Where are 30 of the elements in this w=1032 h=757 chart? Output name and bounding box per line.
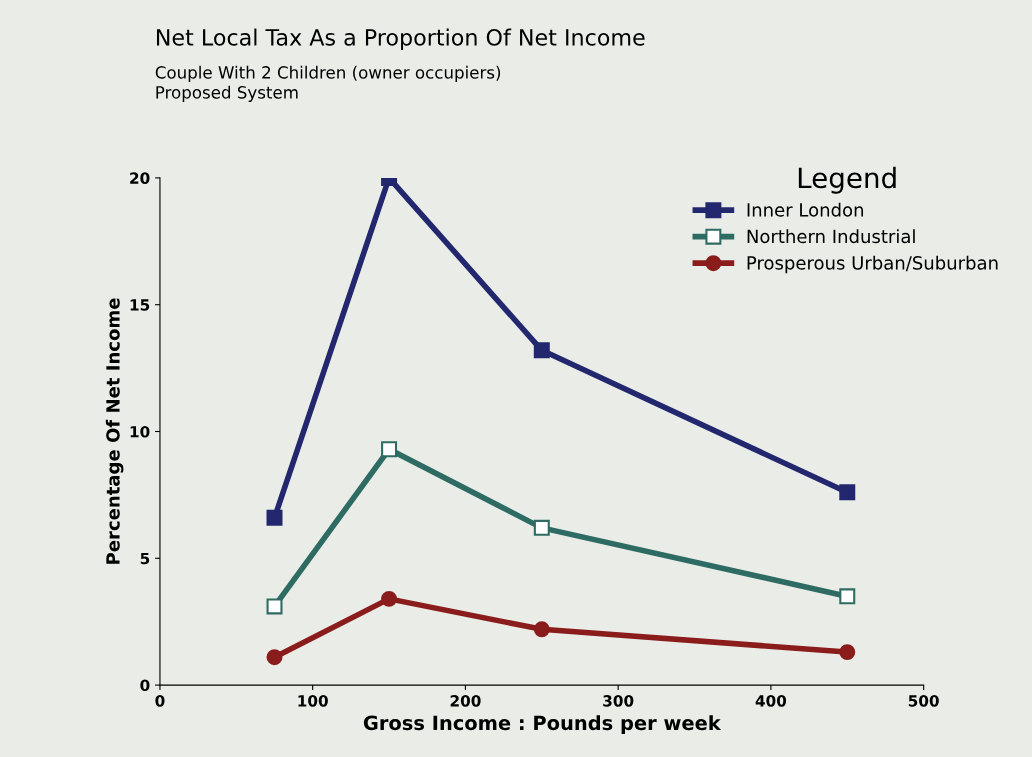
point — [533, 519, 550, 536]
legend-title: Legend — [798, 166, 896, 194]
point — [839, 484, 856, 501]
chart-subtitle: Couple With 2 Children (owner occupiers) Proposed System — [155, 65, 501, 102]
legend-label: Prosperous Urban/Suburban — [747, 255, 998, 274]
y-tick-label: 5 — [140, 552, 150, 565]
x-tick-label: 500 — [908, 695, 939, 707]
point — [533, 342, 550, 359]
point — [266, 598, 283, 615]
x-tick-label: 400 — [755, 695, 787, 707]
y-tick-label: 20 — [130, 172, 150, 184]
x-tick-label: 0 — [155, 695, 165, 707]
point — [381, 590, 398, 607]
chart-title: Net Local Tax As a Proportion Of Net Income — [156, 28, 645, 51]
y-tick-label: 0 — [140, 679, 150, 692]
point — [533, 621, 550, 638]
y-tick-label: 15 — [130, 299, 150, 311]
x-axis-title: Gross Income : Pounds per week — [363, 715, 722, 734]
point — [266, 509, 283, 526]
legend-label: Northern Industrial — [747, 229, 915, 244]
point — [266, 649, 283, 666]
x-tick-label: 300 — [603, 695, 634, 707]
legend-label: Inner London — [747, 202, 864, 217]
point — [839, 644, 856, 661]
y-tick-label: 10 — [130, 425, 150, 438]
point — [381, 441, 398, 458]
point — [839, 588, 856, 605]
y-axis-title: Percentage Of Net Income — [105, 298, 124, 564]
x-tick-label: 200 — [450, 695, 481, 707]
x-tick-label: 100 — [298, 695, 328, 707]
